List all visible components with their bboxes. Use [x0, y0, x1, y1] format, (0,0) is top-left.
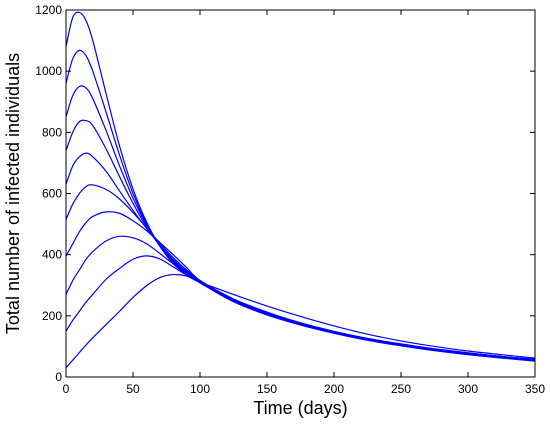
y-tick-label: 600	[42, 187, 62, 201]
y-tick-label: 200	[42, 309, 62, 323]
y-axis-label: Total number of infected individuals	[3, 53, 23, 334]
plot-area	[66, 10, 535, 377]
x-axis-label: Time (days)	[253, 398, 347, 418]
y-tick-label: 1000	[35, 64, 62, 78]
series-line-1	[65, 273, 536, 369]
y-tick-label: 1200	[35, 3, 62, 17]
y-tick-label: 400	[42, 248, 62, 262]
series-layer	[65, 11, 536, 369]
x-tick-label: 300	[458, 382, 478, 396]
x-tick-label: 150	[257, 382, 277, 396]
x-tick-label: 50	[126, 382, 140, 396]
y-tick-label: 800	[42, 125, 62, 139]
x-tick-label: 0	[63, 382, 70, 396]
x-tick-label: 200	[324, 382, 344, 396]
ticks-layer: 0 50 100 150 200 250 300 350 0 200 400 600 800 1000 12…	[35, 3, 545, 396]
y-tick-label: 0	[55, 370, 62, 384]
x-tick-label: 350	[525, 382, 545, 396]
series-line-10	[65, 11, 536, 362]
x-tick-label: 250	[391, 382, 411, 396]
x-tick-label: 100	[190, 382, 210, 396]
